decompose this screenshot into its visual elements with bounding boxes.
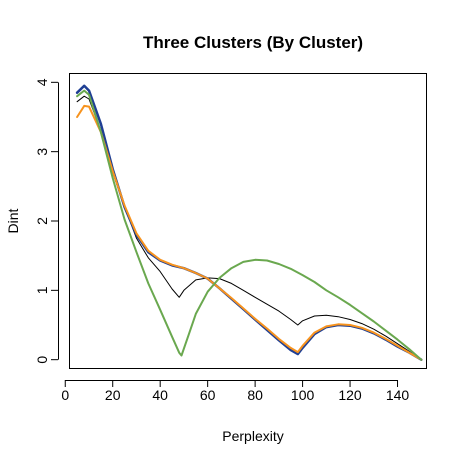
series-line-4 [76, 89, 423, 361]
y-tick-label: 0 [34, 356, 50, 364]
series-line-1 [76, 95, 422, 361]
y-tick-label: 1 [34, 286, 50, 294]
plot-area [69, 73, 427, 369]
y-tick-label: 3 [34, 148, 50, 156]
x-tick-label: 100 [291, 387, 315, 403]
x-tick-label: 80 [247, 387, 263, 403]
x-tick-label: 60 [200, 387, 216, 403]
series-layer [75, 84, 423, 361]
y-axis: 0 1 2 3 4 [34, 78, 59, 364]
x-tick-label: 0 [61, 387, 69, 403]
x-tick-label: 120 [338, 387, 362, 403]
x-tick-label: 20 [105, 387, 121, 403]
x-axis: 0 20 40 60 80 100 120 140 [61, 380, 409, 403]
y-tick-label: 2 [34, 217, 50, 225]
series-line-3 [76, 104, 423, 361]
x-tick-label: 140 [386, 387, 410, 403]
x-tick-label: 40 [152, 387, 168, 403]
y-axis-label: Dint [5, 208, 21, 233]
x-axis-label: Perplexity [222, 428, 283, 444]
chart-title: Three Clusters (By Cluster) [143, 33, 363, 52]
y-tick-label: 4 [34, 78, 50, 86]
